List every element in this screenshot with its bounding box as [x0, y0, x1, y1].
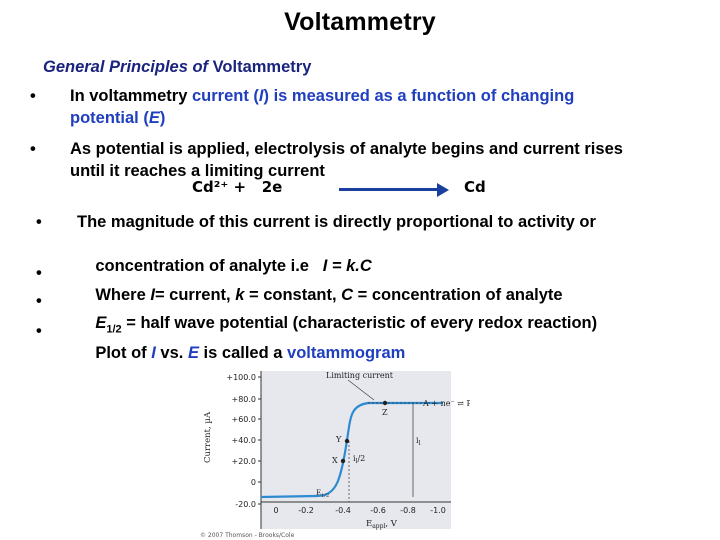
limiting-current-label: Limiting current — [326, 371, 394, 380]
bullet-dot: • — [30, 140, 36, 158]
bullet-1-text-a: In voltammetry — [70, 87, 192, 105]
bullet-6-f: voltammogram — [287, 344, 406, 362]
y-axis-label: Current, µA — [203, 411, 213, 463]
bullet-dot: • — [36, 292, 42, 310]
bullet-1-text-c: I — [258, 87, 264, 105]
il-label: il — [416, 436, 421, 447]
bullet-4-b: I — [150, 286, 155, 304]
e-half-label: E1/2 — [316, 489, 329, 499]
y-tick-label: +100.0 — [226, 373, 256, 382]
bullet-dot: • — [30, 87, 36, 105]
point-x — [340, 458, 346, 464]
x-tick-label: 0 — [273, 506, 278, 515]
y-tick-label: +20.0 — [231, 457, 256, 466]
x-axis-label: Eappl, V — [366, 519, 398, 530]
y-tick-label: +40.0 — [231, 436, 256, 445]
bullet-4-e: = constant, — [244, 286, 342, 304]
plot-background — [261, 371, 451, 529]
bullet-6-d: E — [187, 344, 199, 362]
y-tick-label: +60.0 — [231, 415, 256, 424]
point-z — [382, 400, 388, 406]
bullet-3-line1: The magnitude of this current is directl… — [77, 213, 596, 231]
half-il-label: il/2 — [353, 454, 365, 465]
bullet-1-text-d: ) is measured as a function of changing — [263, 87, 575, 105]
x-tick-label: -0.6 — [370, 506, 386, 515]
bullet-5-b: = half wave potential (characteristic of… — [121, 314, 598, 332]
bullet-1-line2-c: ) — [159, 109, 166, 127]
bullet-4-f: C — [341, 286, 354, 304]
reaction-equation: Cd²⁺ + 2e Cd — [192, 178, 502, 200]
x-tick-label: -1.0 — [430, 506, 446, 515]
bullet-dot: • — [36, 213, 42, 231]
arrow-head-icon — [437, 183, 449, 197]
y-tick-label: 0 — [251, 478, 256, 487]
voltammogram-figure: +100.0 +80.0 +60.0 +40.0 +20.0 0 -20.0 C… — [200, 371, 470, 539]
section-subtitle: General Principles of Voltammetry — [43, 58, 311, 77]
bullet-1-line2-a: potential ( — [70, 109, 149, 127]
subtitle-italic: General Principles of — [43, 58, 209, 76]
bullet-dot: • — [36, 264, 42, 282]
reaction-label: A + ne⁻ ⇌ P — [422, 399, 470, 408]
x-tick-label: -0.8 — [400, 506, 416, 515]
y-tick-label: +80.0 — [231, 395, 256, 404]
subtitle-plain: Voltammetry — [208, 58, 312, 76]
bullet-2-line1: As potential is applied, electrolysis of… — [70, 140, 623, 158]
bullet-4-c: = current, — [154, 286, 236, 304]
copyright-text: © 2007 Thomson - Brooks/Cole — [200, 532, 295, 539]
page-title: Voltammetry — [284, 8, 436, 36]
bullet-6-c: vs. — [155, 344, 188, 362]
bullet-3-line2-a: concentration of analyte i.e — [95, 257, 323, 275]
bullet-6-e: is called a — [198, 344, 288, 362]
voltammogram-curve — [260, 401, 443, 499]
bullet-1-line2-b: E — [148, 109, 160, 127]
x-tick-label: -0.4 — [335, 506, 351, 515]
bullet-6-a: Plot of — [95, 344, 152, 362]
bullet-6-b: I — [151, 344, 156, 362]
y-tick-label: -20.0 — [235, 500, 256, 509]
bullet-4-g: = concentration of analyte — [353, 286, 563, 304]
equation-left: Cd²⁺ + 2e — [192, 178, 283, 196]
point-x-label: X — [332, 456, 338, 465]
arrow-icon — [339, 188, 439, 191]
bullet-dot: • — [36, 322, 42, 340]
point-y — [344, 438, 350, 444]
x-tick-label: -0.2 — [298, 506, 314, 515]
bullet-5-a: E — [95, 314, 107, 332]
bullet-4-d: k — [235, 286, 245, 304]
bullet-1-text-b: current ( — [191, 87, 259, 105]
bullet-2-line2: until it reaches a limiting current — [70, 162, 325, 180]
bullet-1-text-d-wrap: ) is measured as a function of changing — [264, 87, 575, 105]
point-z-label: Z — [382, 408, 388, 417]
bullet-4-a: Where — [95, 286, 151, 304]
bullet-5-sub: 1/2 — [106, 323, 122, 336]
point-y-label: Y — [335, 435, 342, 444]
bullet-3-line2-b: I = k.C — [322, 257, 372, 275]
equation-right: Cd — [464, 178, 486, 196]
